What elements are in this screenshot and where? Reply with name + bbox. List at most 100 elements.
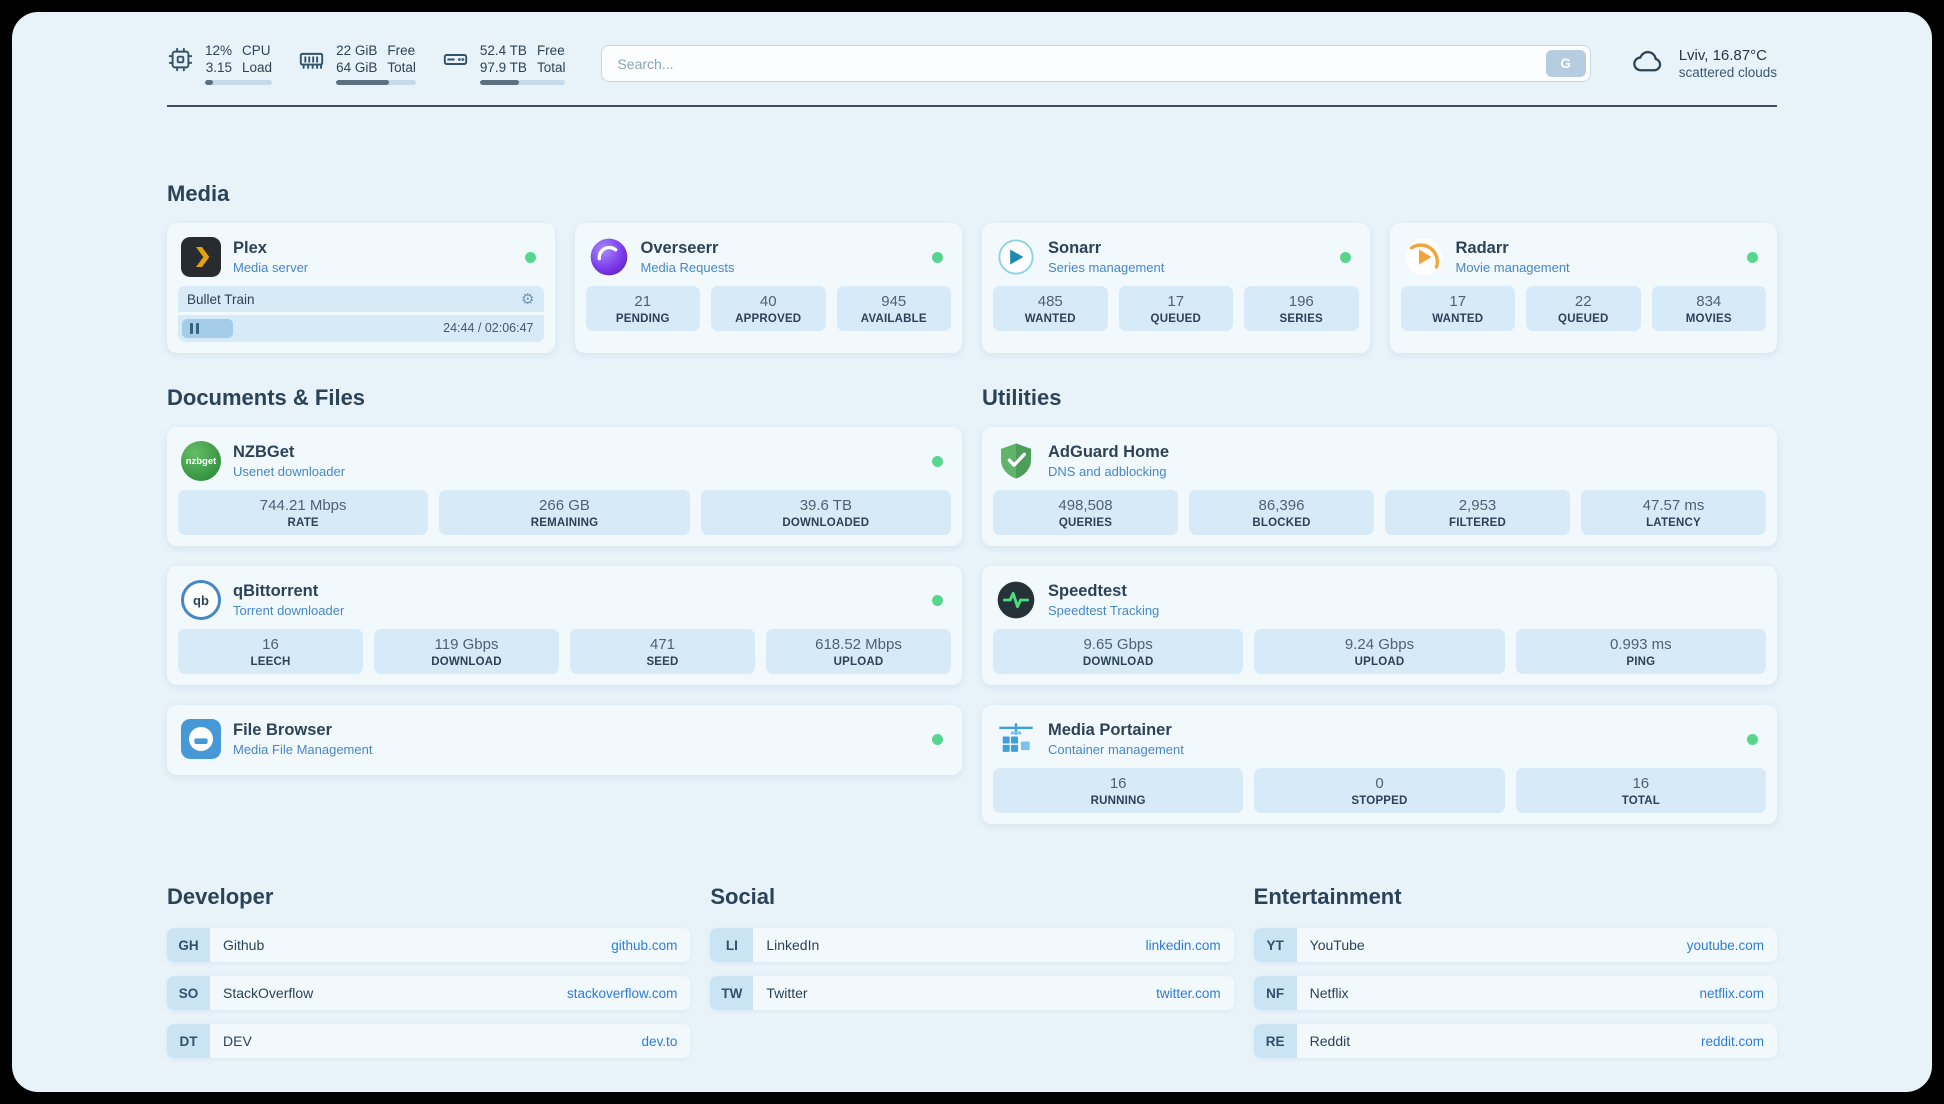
service-link-sonarr[interactable]: Sonarr Series management [993, 232, 1359, 286]
bookmark-abbr: GH [167, 928, 210, 962]
top-header: 12% CPU 3.15 Load 22 GiB Fr [167, 12, 1777, 85]
stat-blocked: 86,396 BLOCKED [1189, 490, 1374, 535]
bookmark-abbr: SO [167, 976, 210, 1010]
service-link-portainer[interactable]: Media Portainer Container management [993, 714, 1766, 768]
stat-wanted: 485 WANTED [993, 286, 1108, 331]
bookmark-name: DEV [223, 1033, 252, 1049]
service-card-qbittorrent: qb qBittorrent Torrent downloader 16 LEEC… [167, 566, 962, 685]
adguard-icon [996, 441, 1036, 481]
speedtest-icon [996, 580, 1036, 620]
stat-upload: 618.52 Mbps UPLOAD [766, 629, 951, 674]
service-card-portainer: Media Portainer Container management 16 R… [982, 705, 1777, 824]
service-subtitle: Torrent downloader [233, 603, 345, 618]
cpu-usage-label: CPU [242, 43, 271, 58]
memory-icon [298, 42, 325, 73]
stat-available: 945 AVAILABLE [836, 286, 951, 331]
stat-leech: 16 LEECH [178, 629, 363, 674]
bookmark-name: Netflix [1309, 985, 1349, 1001]
service-link-nzbget[interactable]: nzbget NZBGet Usenet downloader [178, 436, 951, 490]
stat-total: 16 TOTAL [1515, 768, 1766, 813]
weather-condition: scattered clouds [1678, 65, 1777, 80]
service-link-speedtest[interactable]: Speedtest Speedtest Tracking [993, 575, 1766, 629]
service-link-plex[interactable]: Plex Media server [178, 232, 544, 286]
pause-icon[interactable] [190, 323, 199, 334]
service-link-radarr[interactable]: Radarr Movie management [1401, 232, 1767, 286]
bookmark-netflix[interactable]: NF Netflix netflix.com [1253, 976, 1777, 1010]
status-dot [932, 455, 943, 467]
now-playing-title: Bullet Train [187, 291, 255, 307]
filebrowser-icon [181, 719, 221, 759]
status-dot [932, 733, 943, 745]
disk-total-value: 97.9 TB [479, 60, 527, 75]
bookmark-twitter[interactable]: TW Twitter twitter.com [710, 976, 1234, 1010]
bookmark-abbr: YT [1253, 928, 1297, 962]
search-provider-button[interactable]: G [1545, 50, 1586, 77]
service-link-adguard[interactable]: AdGuard Home DNS and adblocking [993, 436, 1766, 490]
service-name: Plex [233, 239, 267, 257]
bookmark-youtube[interactable]: YT YouTube youtube.com [1253, 928, 1777, 962]
bookmark-abbr: TW [710, 976, 754, 1010]
memory-total-value: 64 GiB [336, 60, 378, 75]
memory-widget: 22 GiB Free 64 GiB Total [298, 42, 416, 85]
service-link-qbittorrent[interactable]: qb qBittorrent Torrent downloader [178, 575, 951, 629]
stat-stopped: 0 STOPPED [1254, 768, 1505, 813]
bookmark-group-developer: Developer GH Github github.com SO StackO… [167, 884, 691, 1072]
cloud-icon [1627, 44, 1669, 83]
gear-icon[interactable]: ⚙ [521, 290, 535, 308]
bookmark-url: youtube.com [1686, 937, 1764, 953]
bookmark-stackoverflow[interactable]: SO StackOverflow stackoverflow.com [167, 976, 691, 1010]
radarr-icon [1404, 237, 1444, 277]
cpu-icon [167, 42, 194, 73]
service-card-nzbget: nzbget NZBGet Usenet downloader 744.21 M… [167, 427, 962, 546]
header-divider [167, 105, 1777, 107]
bookmark-url: github.com [611, 937, 678, 953]
service-name: AdGuard Home [1048, 443, 1170, 461]
bookmark-github[interactable]: GH Github github.com [167, 928, 691, 962]
status-dot [932, 594, 943, 606]
service-link-filebrowser[interactable]: File Browser Media File Management [178, 714, 951, 764]
memory-bar-fill [336, 80, 389, 85]
section-title-documents: Documents & Files [167, 385, 366, 410]
weather-location: Lviv, 16.87°C [1678, 47, 1767, 64]
progress-fill [182, 319, 234, 338]
status-dot [932, 251, 943, 263]
stat-seed: 471 SEED [570, 629, 755, 674]
cpu-usage-value: 12% [205, 43, 233, 58]
stat-downloaded: 39.6 TB DOWNLOADED [700, 490, 951, 535]
service-subtitle: Media Requests [640, 260, 735, 275]
stat-queued: 22 QUEUED [1526, 286, 1641, 331]
disk-bar-fill [479, 80, 520, 85]
bookmark-reddit[interactable]: RE Reddit reddit.com [1253, 1024, 1777, 1058]
media-grid: Plex Media server Bullet Train ⚙ 24:44 /… [167, 223, 1777, 353]
bookmark-url: stackoverflow.com [567, 985, 678, 1001]
status-dot [1339, 251, 1351, 263]
cpu-load-label: Load [242, 60, 273, 75]
nzbget-icon: nzbget [181, 441, 221, 481]
plex-now-playing-widget: Bullet Train ⚙ 24:44 / 02:06:47 [178, 286, 544, 342]
service-link-overseerr[interactable]: Overseerr Media Requests [586, 232, 952, 286]
section-title-utilities: Utilities [982, 385, 1062, 410]
bookmark-name: Reddit [1309, 1033, 1351, 1049]
sonarr-icon [996, 237, 1036, 277]
cpu-bar-fill [205, 80, 214, 85]
cpu-bar [205, 80, 273, 85]
service-subtitle: Container management [1048, 742, 1184, 757]
bookmark-url: reddit.com [1700, 1033, 1764, 1049]
playback-time: 24:44 / 02:06:47 [443, 321, 534, 335]
stat-series: 196 SERIES [1244, 286, 1359, 331]
service-name: qBittorrent [233, 582, 319, 600]
bookmark-dev[interactable]: DT DEV dev.to [167, 1024, 691, 1058]
disk-bar [479, 80, 566, 85]
stat-queued: 17 QUEUED [1118, 286, 1233, 331]
stat-pending: 21 PENDING [585, 286, 700, 331]
disk-total-label: Total [536, 60, 566, 75]
stat-latency: 47.57 ms LATENCY [1581, 490, 1766, 535]
memory-free-label: Free [387, 43, 416, 58]
bookmark-linkedin[interactable]: LI LinkedIn linkedin.com [710, 928, 1234, 962]
search-input[interactable] [601, 45, 1591, 82]
bookmark-url: netflix.com [1699, 985, 1764, 1001]
service-card-plex: Plex Media server Bullet Train ⚙ 24:44 /… [167, 223, 555, 353]
section-title-social: Social [710, 884, 776, 909]
service-name: NZBGet [233, 443, 295, 461]
dashboard-panel: 12% CPU 3.15 Load 22 GiB Fr [12, 12, 1932, 1092]
